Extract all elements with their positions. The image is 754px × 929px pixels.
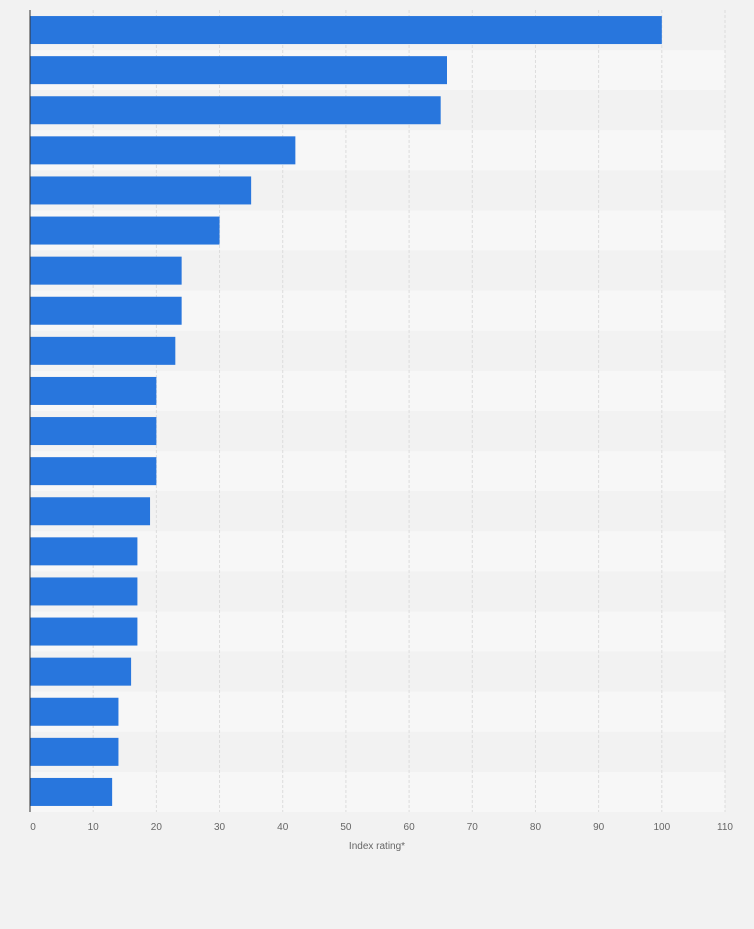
x-tick-label: 70 xyxy=(467,822,479,833)
plot-band xyxy=(30,651,725,692)
plot-band xyxy=(30,691,725,732)
x-tick-label: 90 xyxy=(593,822,605,833)
plot-band xyxy=(30,611,725,652)
plot-band xyxy=(30,731,725,772)
bar xyxy=(30,136,296,165)
x-tick-label: 100 xyxy=(653,822,670,833)
x-tick-label: 60 xyxy=(404,822,416,833)
x-axis-ticks: 0 10 20 30 40 50 60 70 80 90 100 110 xyxy=(30,822,733,833)
bar xyxy=(30,657,132,686)
bar xyxy=(30,296,182,325)
x-tick-label: 20 xyxy=(151,822,163,833)
x-tick-label: 110 xyxy=(717,822,733,833)
bar xyxy=(30,256,182,285)
x-axis-title: Index rating* xyxy=(349,841,405,852)
plot-band xyxy=(30,771,725,812)
bar xyxy=(30,617,138,646)
bar xyxy=(30,697,119,726)
x-tick-label: 30 xyxy=(214,822,226,833)
bar xyxy=(30,56,447,85)
bar xyxy=(30,417,157,446)
x-tick-label: 10 xyxy=(88,822,100,833)
bar xyxy=(30,176,252,205)
bar xyxy=(30,537,138,566)
bar xyxy=(30,457,157,486)
bar xyxy=(30,216,220,245)
x-tick-label: 0 xyxy=(30,822,36,833)
bar xyxy=(30,737,119,766)
bar xyxy=(30,497,151,526)
bar xyxy=(30,777,113,806)
plot-band xyxy=(30,571,725,612)
plot-bands xyxy=(30,10,725,812)
bar-series xyxy=(30,16,662,806)
x-tick-label: 50 xyxy=(340,822,352,833)
bar xyxy=(30,96,441,125)
bar xyxy=(30,16,662,45)
bar xyxy=(30,577,138,606)
bar xyxy=(30,376,157,405)
gridlines xyxy=(92,10,726,812)
x-tick-label: 80 xyxy=(530,822,542,833)
x-tick-label: 40 xyxy=(277,822,289,833)
bar xyxy=(30,336,176,365)
plot-band xyxy=(30,531,725,572)
